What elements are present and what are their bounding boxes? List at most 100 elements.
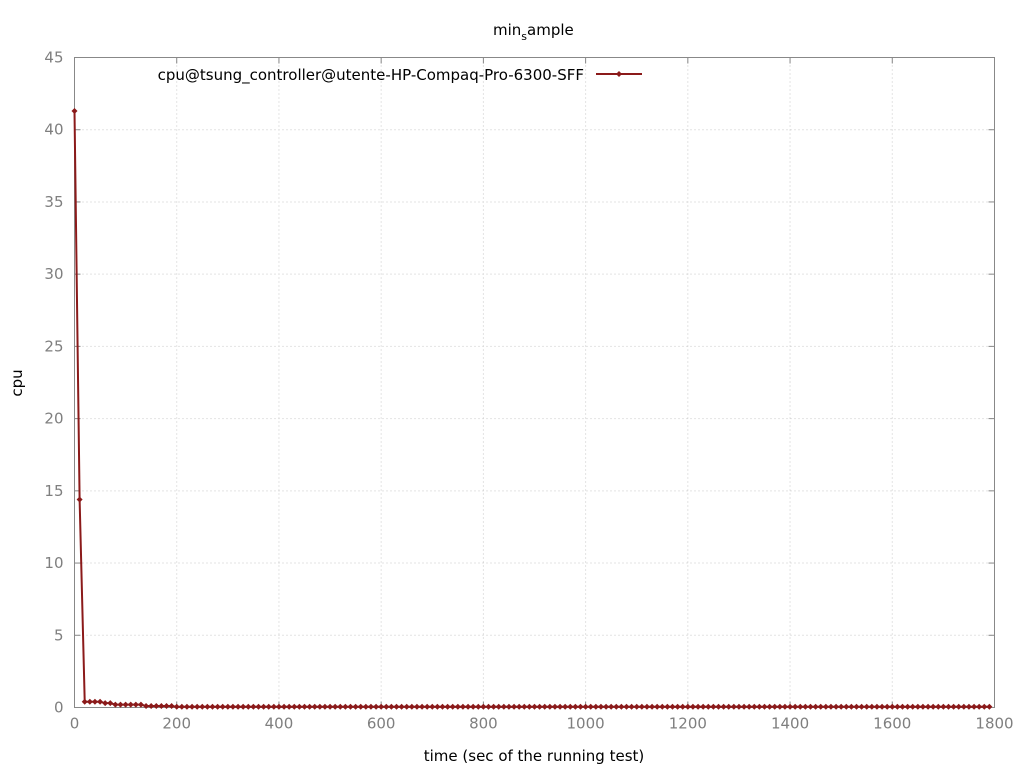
data-point	[148, 703, 155, 710]
chart-title: minsample	[493, 21, 574, 43]
data-point	[960, 703, 967, 710]
data-point	[945, 703, 952, 710]
axis-ticks: 0 200 400 600 800 1000 1200 1400 1600 1800 0 5 10 15 2…	[44, 49, 1013, 733]
data-point	[143, 703, 150, 710]
data-point	[797, 703, 804, 710]
data-point	[603, 703, 610, 710]
data-point	[378, 703, 385, 710]
data-point	[511, 703, 518, 710]
x-tick-label: 400	[265, 715, 294, 733]
data-point	[132, 701, 139, 708]
y-tick-label: 20	[44, 410, 63, 428]
data-point	[194, 703, 201, 710]
x-tick-label: 1000	[567, 715, 605, 733]
data-point	[572, 703, 579, 710]
data-point	[485, 703, 492, 710]
data-point	[587, 703, 594, 710]
data-point	[802, 703, 809, 710]
x-tick-label: 0	[70, 715, 80, 733]
data-point	[618, 703, 625, 710]
data-point	[168, 703, 175, 710]
data-point	[76, 496, 83, 503]
data-point	[153, 703, 160, 710]
y-tick-label: 40	[44, 121, 63, 139]
data-point	[97, 698, 104, 705]
x-tick-label: 1200	[669, 715, 707, 733]
data-point	[838, 703, 845, 710]
data-point	[863, 703, 870, 710]
data-point	[470, 703, 477, 710]
x-tick-label: 600	[367, 715, 396, 733]
data-point	[112, 701, 119, 708]
data-point	[367, 703, 374, 710]
data-point	[281, 703, 288, 710]
data-point	[306, 703, 313, 710]
data-point	[582, 703, 589, 710]
data-point	[301, 703, 308, 710]
x-tick-label: 1800	[975, 715, 1013, 733]
data-point	[332, 703, 339, 710]
data-point	[357, 703, 364, 710]
data-point	[454, 703, 461, 710]
data-point	[894, 703, 901, 710]
data-point	[183, 703, 190, 710]
data-point	[403, 703, 410, 710]
data-point	[429, 703, 436, 710]
data-point	[224, 703, 231, 710]
data-point	[500, 703, 507, 710]
data-point	[413, 703, 420, 710]
data-point	[730, 703, 737, 710]
data-point	[91, 698, 98, 705]
data-point	[715, 703, 722, 710]
data-point	[638, 703, 645, 710]
data-point	[321, 703, 328, 710]
data-point	[909, 703, 916, 710]
data-point	[81, 698, 88, 705]
data-point	[766, 703, 773, 710]
data-point	[689, 703, 696, 710]
data-point	[516, 703, 523, 710]
data-point	[373, 703, 380, 710]
data-point	[347, 703, 354, 710]
data-point	[173, 703, 180, 710]
data-point	[275, 703, 282, 710]
data-point	[342, 703, 349, 710]
data-point	[337, 703, 344, 710]
data-point	[735, 703, 742, 710]
data-point	[971, 703, 978, 710]
data-point	[265, 703, 272, 710]
data-point	[475, 703, 482, 710]
x-tick-label: 800	[469, 715, 498, 733]
data-point	[741, 703, 748, 710]
series-line	[73, 110, 990, 708]
data-point	[127, 701, 134, 708]
data-point	[546, 703, 553, 710]
data-point	[761, 703, 768, 710]
data-point	[684, 703, 691, 710]
data-point	[868, 703, 875, 710]
data-point	[843, 703, 850, 710]
y-tick-label: 30	[44, 265, 63, 283]
data-point	[771, 703, 778, 710]
y-axis-label: cpu	[8, 369, 26, 396]
data-point	[490, 703, 497, 710]
data-point	[756, 703, 763, 710]
x-tick-label: 200	[162, 715, 191, 733]
data-point	[674, 703, 681, 710]
data-point	[480, 703, 487, 710]
plot-frame	[74, 57, 995, 708]
data-point	[296, 703, 303, 710]
data-point	[792, 703, 799, 710]
data-point	[935, 703, 942, 710]
data-point	[720, 703, 727, 710]
y-tick-label: 45	[44, 49, 63, 67]
data-point	[521, 703, 528, 710]
data-point	[884, 703, 891, 710]
data-point	[562, 703, 569, 710]
data-point	[940, 703, 947, 710]
data-point	[163, 703, 170, 710]
data-point	[214, 703, 221, 710]
data-point	[439, 703, 446, 710]
data-point	[270, 703, 277, 710]
